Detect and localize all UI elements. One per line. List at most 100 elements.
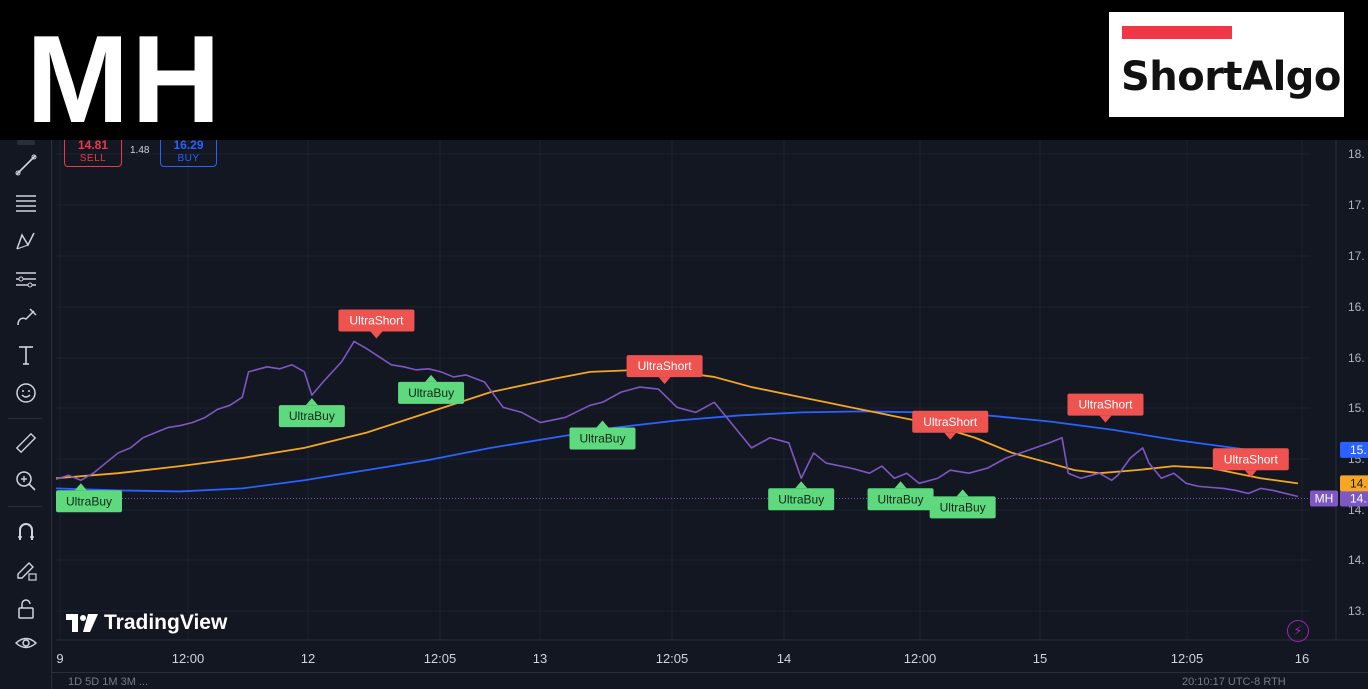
y-tick-label: 16. bbox=[1348, 351, 1365, 365]
y-tick-label: 16. bbox=[1348, 300, 1365, 314]
signal-marker-arrow bbox=[74, 483, 87, 491]
logo-text: ShortAlgo bbox=[1121, 54, 1341, 100]
ultrabuy-label-bg bbox=[569, 427, 636, 450]
magnet-icon[interactable] bbox=[11, 517, 41, 547]
x-tick-label: 12 bbox=[301, 651, 315, 666]
y-tick-label: 14. bbox=[1348, 553, 1365, 567]
pattern-icon[interactable] bbox=[11, 226, 41, 256]
ultrabuy-label-bg bbox=[56, 490, 122, 513]
ultrashort-label: UltraShort bbox=[1224, 452, 1279, 466]
sell-price: 14.81 bbox=[77, 140, 109, 152]
brush-icon[interactable] bbox=[11, 302, 41, 332]
spread-value: 1.48 bbox=[130, 145, 150, 156]
signal-marker-arrow bbox=[894, 481, 907, 489]
ultrashort-label: UltraShort bbox=[923, 415, 978, 429]
tradingview-mark-icon bbox=[66, 614, 98, 632]
lock-icon[interactable] bbox=[11, 594, 41, 624]
ultrabuy-label: UltraBuy bbox=[778, 492, 824, 506]
clock-readout: 20:10:17 UTC-8 RTH bbox=[1182, 676, 1286, 688]
trend-line-icon[interactable] bbox=[11, 150, 41, 180]
signal-marker-arrow bbox=[944, 432, 957, 440]
lock-drawing-icon[interactable] bbox=[11, 555, 41, 585]
ultrabuy-label-bg bbox=[867, 488, 934, 511]
slow-ma-line bbox=[55, 410, 1249, 493]
ultrabuy-label-bg bbox=[768, 488, 835, 511]
drawing-toolbar bbox=[0, 140, 52, 689]
fast-ma-line bbox=[55, 368, 1299, 485]
price-chart[interactable]: 18. 17. 17. 16. 16. 15. 15. 14. 14. 13. 9 12:00 12 12… bbox=[0, 140, 1368, 689]
y-tick-label: 18. bbox=[1348, 147, 1365, 161]
ultrabuy-label: UltraBuy bbox=[579, 431, 625, 445]
tradingview-logo: TradingView bbox=[66, 611, 227, 635]
sell-label: SELL bbox=[79, 153, 107, 164]
ruler-icon[interactable] bbox=[11, 428, 41, 458]
price-tag-bg bbox=[1340, 475, 1368, 492]
buy-label: BUY bbox=[177, 153, 200, 164]
ultrashort-label-bg bbox=[1067, 393, 1144, 416]
x-tick-label: 14 bbox=[777, 651, 791, 666]
ultrabuy-label: UltraBuy bbox=[878, 492, 924, 506]
timeframe-buttons[interactable]: 1D 5D 1M 3M ... bbox=[68, 676, 149, 688]
eye-icon[interactable] bbox=[11, 628, 41, 658]
zoom-icon[interactable] bbox=[11, 466, 41, 496]
tradingview-text: TradingView bbox=[104, 611, 228, 634]
chart-area[interactable]: 18. 17. 17. 16. 16. 15. 15. 14. 14. 13. 9 12:00 12 12… bbox=[0, 140, 1368, 689]
ultrashort-label: UltraShort bbox=[349, 313, 404, 327]
y-tick-label: 15. bbox=[1348, 401, 1365, 415]
signal-marker-arrow bbox=[425, 374, 438, 382]
x-tick-label: 13 bbox=[533, 651, 547, 666]
signal-marker-arrow bbox=[956, 489, 969, 497]
price-tag-name-bg bbox=[1310, 490, 1338, 507]
x-tick-label: 16 bbox=[1295, 651, 1309, 666]
signal-marker-arrow bbox=[1099, 415, 1112, 423]
text-icon[interactable] bbox=[11, 340, 41, 370]
ultrashort-label-bg bbox=[912, 410, 989, 433]
sell-button[interactable]: 14.81 SELL bbox=[64, 140, 122, 167]
x-tick-label: 9 bbox=[56, 651, 63, 666]
x-tick-label: 12:00 bbox=[172, 651, 205, 666]
lightning-icon[interactable]: ⚡ bbox=[1287, 620, 1309, 642]
buy-button[interactable]: 16.29 BUY bbox=[160, 140, 217, 167]
fib-icon[interactable] bbox=[11, 188, 41, 218]
logo-red-bar bbox=[1122, 26, 1232, 39]
x-tick-label: 12:05 bbox=[424, 651, 457, 666]
ultrashort-label-bg bbox=[626, 355, 703, 378]
signal-marker-arrow bbox=[596, 420, 609, 428]
crosshair-icon[interactable] bbox=[11, 140, 41, 164]
signal-marker-arrow bbox=[1244, 470, 1257, 478]
shortalgo-logo: ShortAlgo bbox=[1109, 12, 1344, 117]
ultrashort-label: UltraShort bbox=[638, 359, 693, 373]
forecast-icon[interactable] bbox=[11, 264, 41, 294]
signal-marker-arrow bbox=[305, 398, 318, 406]
ultrabuy-label: UltraBuy bbox=[289, 409, 335, 423]
y-tick-label: 17. bbox=[1348, 198, 1365, 212]
x-tick-label: 12:00 bbox=[904, 651, 937, 666]
y-tick-label: 17. bbox=[1348, 249, 1365, 263]
ultrashort-label-bg bbox=[338, 309, 415, 332]
emoji-icon[interactable] bbox=[11, 378, 41, 408]
toolbar-divider bbox=[8, 418, 42, 419]
ultrabuy-label: UltraBuy bbox=[940, 500, 986, 514]
x-tick-label: 12:05 bbox=[656, 651, 689, 666]
buy-price: 16.29 bbox=[173, 140, 204, 152]
price-tag-bg bbox=[1340, 490, 1368, 507]
bottom-bar: 1D 5D 1M 3M ... 20:10:17 UTC-8 RTH bbox=[52, 672, 1368, 689]
x-tick-label: 15 bbox=[1033, 651, 1047, 666]
x-tick-label: 12:05 bbox=[1171, 651, 1204, 666]
y-tick-label: 13. bbox=[1348, 604, 1365, 618]
ultrabuy-label-bg bbox=[929, 496, 996, 519]
price-line bbox=[55, 340, 1299, 498]
video-header: MH ShortAlgo bbox=[0, 0, 1368, 149]
ultrabuy-label: UltraBuy bbox=[408, 386, 454, 400]
price-tag-bg bbox=[1340, 441, 1368, 458]
signal-marker-arrow bbox=[658, 377, 671, 385]
price-tag-value: 14. bbox=[1350, 492, 1367, 506]
ticker-title: MH bbox=[26, 11, 223, 149]
price-tag-value: 14. bbox=[1350, 476, 1367, 490]
toolbar-divider bbox=[8, 506, 42, 507]
price-tag-name: MH bbox=[1315, 492, 1334, 506]
ultrabuy-label: UltraBuy bbox=[66, 494, 112, 508]
price-tag-value: 15. bbox=[1350, 443, 1367, 457]
ultrabuy-label-bg bbox=[398, 381, 465, 404]
signal-marker-arrow bbox=[795, 481, 808, 489]
